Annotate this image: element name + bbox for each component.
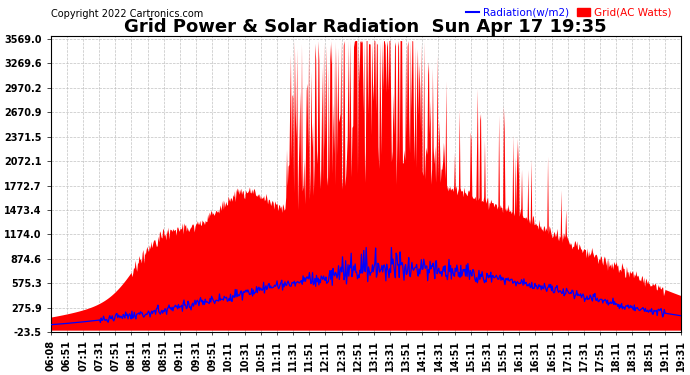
Legend: Radiation(w/m2), Grid(AC Watts): Radiation(w/m2), Grid(AC Watts) xyxy=(462,3,676,22)
Text: Copyright 2022 Cartronics.com: Copyright 2022 Cartronics.com xyxy=(50,9,203,19)
Title: Grid Power & Solar Radiation  Sun Apr 17 19:35: Grid Power & Solar Radiation Sun Apr 17 … xyxy=(124,18,607,36)
